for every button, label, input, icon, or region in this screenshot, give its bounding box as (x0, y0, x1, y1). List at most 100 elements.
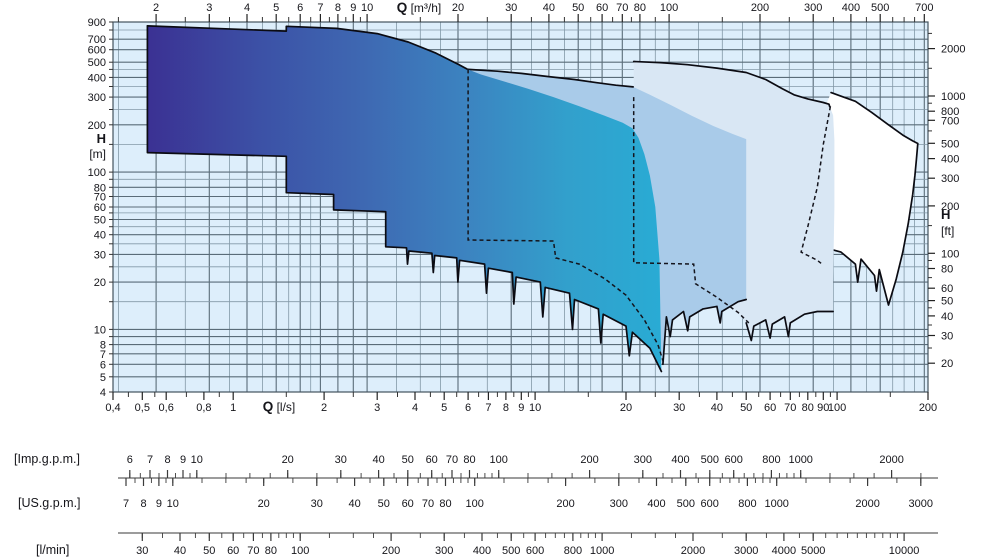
svg-text:40: 40 (941, 311, 953, 323)
svg-text:5: 5 (273, 2, 279, 14)
svg-text:Q [m³/h]: Q [m³/h] (397, 0, 442, 15)
svg-text:100: 100 (941, 248, 959, 260)
svg-text:60: 60 (941, 283, 953, 295)
svg-text:3: 3 (374, 402, 380, 414)
svg-text:40: 40 (348, 498, 360, 510)
svg-text:1: 1 (230, 402, 236, 414)
svg-text:300: 300 (634, 454, 652, 466)
svg-text:30: 30 (311, 498, 323, 510)
svg-text:30: 30 (335, 454, 347, 466)
svg-text:200: 200 (919, 402, 937, 414)
svg-text:2000: 2000 (941, 44, 965, 56)
svg-text:400: 400 (88, 72, 106, 84)
svg-text:40: 40 (543, 2, 555, 14)
imp-gpm-scale-label: [Imp.g.p.m.] (14, 452, 80, 466)
svg-text:500: 500 (677, 498, 695, 510)
svg-text:1000: 1000 (764, 498, 788, 510)
svg-text:80: 80 (941, 264, 953, 276)
svg-text:9: 9 (518, 402, 524, 414)
svg-text:300: 300 (941, 173, 959, 185)
svg-text:900: 900 (88, 17, 106, 29)
svg-text:200: 200 (88, 120, 106, 132)
svg-text:8: 8 (503, 402, 509, 414)
svg-text:7: 7 (100, 349, 106, 361)
svg-text:60: 60 (94, 202, 106, 214)
svg-text:60: 60 (426, 454, 438, 466)
svg-text:7: 7 (123, 498, 129, 510)
svg-text:10: 10 (167, 498, 179, 510)
svg-text:8: 8 (335, 2, 341, 14)
svg-text:1000: 1000 (788, 454, 812, 466)
svg-text:700: 700 (88, 34, 106, 46)
svg-text:60: 60 (227, 545, 239, 557)
hidden-boundary-region-3 (467, 69, 665, 363)
svg-text:2000: 2000 (879, 454, 903, 466)
svg-text:800: 800 (762, 454, 780, 466)
svg-text:3000: 3000 (734, 545, 758, 557)
svg-text:600: 600 (701, 498, 719, 510)
svg-text:70: 70 (616, 2, 628, 14)
svg-text:5: 5 (100, 372, 106, 384)
svg-text:3000: 3000 (909, 498, 933, 510)
svg-text:30: 30 (941, 331, 953, 343)
svg-text:50: 50 (378, 498, 390, 510)
svg-text:3: 3 (206, 2, 212, 14)
svg-text:40: 40 (94, 230, 106, 242)
hidden-boundary-region-4 (632, 97, 750, 324)
svg-text:60: 60 (596, 2, 608, 14)
svg-text:20: 20 (941, 358, 953, 370)
svg-text:6: 6 (465, 402, 471, 414)
svg-text:0,4: 0,4 (105, 402, 120, 414)
svg-text:50: 50 (402, 454, 414, 466)
us-gpm-scale-label: [US.g.p.m.] (18, 496, 81, 510)
svg-text:Q [l/s]: Q [l/s] (263, 399, 296, 414)
svg-text:5: 5 (441, 402, 447, 414)
svg-text:70: 70 (784, 402, 796, 414)
svg-text:H: H (97, 131, 106, 146)
svg-text:10000: 10000 (889, 545, 920, 557)
svg-text:1000: 1000 (941, 91, 965, 103)
svg-text:200: 200 (941, 201, 959, 213)
svg-text:8: 8 (140, 498, 146, 510)
svg-text:0,8: 0,8 (196, 402, 211, 414)
svg-text:0,5: 0,5 (135, 402, 150, 414)
svg-text:[m]: [m] (89, 147, 106, 161)
svg-text:600: 600 (88, 45, 106, 57)
envelope-regions (146, 25, 919, 373)
svg-text:700: 700 (915, 2, 933, 14)
svg-text:70: 70 (247, 545, 259, 557)
svg-text:9: 9 (180, 454, 186, 466)
svg-text:100: 100 (88, 167, 106, 179)
svg-text:20: 20 (282, 454, 294, 466)
svg-text:40: 40 (174, 545, 186, 557)
envelope-region-1-2-gradient (147, 25, 662, 372)
svg-text:100: 100 (291, 545, 309, 557)
svg-text:70: 70 (94, 192, 106, 204)
svg-text:30: 30 (505, 2, 517, 14)
svg-text:4: 4 (244, 2, 250, 14)
svg-text:50: 50 (740, 402, 752, 414)
svg-text:500: 500 (941, 138, 959, 150)
svg-text:10: 10 (191, 454, 203, 466)
svg-text:500: 500 (502, 545, 520, 557)
svg-text:10: 10 (529, 402, 541, 414)
svg-text:10: 10 (361, 2, 373, 14)
svg-text:30: 30 (94, 249, 106, 261)
svg-text:200: 200 (382, 545, 400, 557)
svg-text:200: 200 (580, 454, 598, 466)
svg-text:4: 4 (100, 387, 106, 399)
svg-text:50: 50 (203, 545, 215, 557)
svg-text:80: 80 (265, 545, 277, 557)
svg-text:70: 70 (446, 454, 458, 466)
svg-text:6: 6 (127, 454, 133, 466)
ruler-imp-gpm: 6 7 8 9 10 20 30 40 50 60 70 80 100 200 300 400 500 600 80… (118, 454, 938, 479)
svg-text:60: 60 (764, 402, 776, 414)
svg-text:20: 20 (620, 402, 632, 414)
svg-text:50: 50 (572, 2, 584, 14)
svg-text:6: 6 (297, 2, 303, 14)
svg-text:90: 90 (817, 402, 829, 414)
svg-text:50: 50 (941, 296, 953, 308)
